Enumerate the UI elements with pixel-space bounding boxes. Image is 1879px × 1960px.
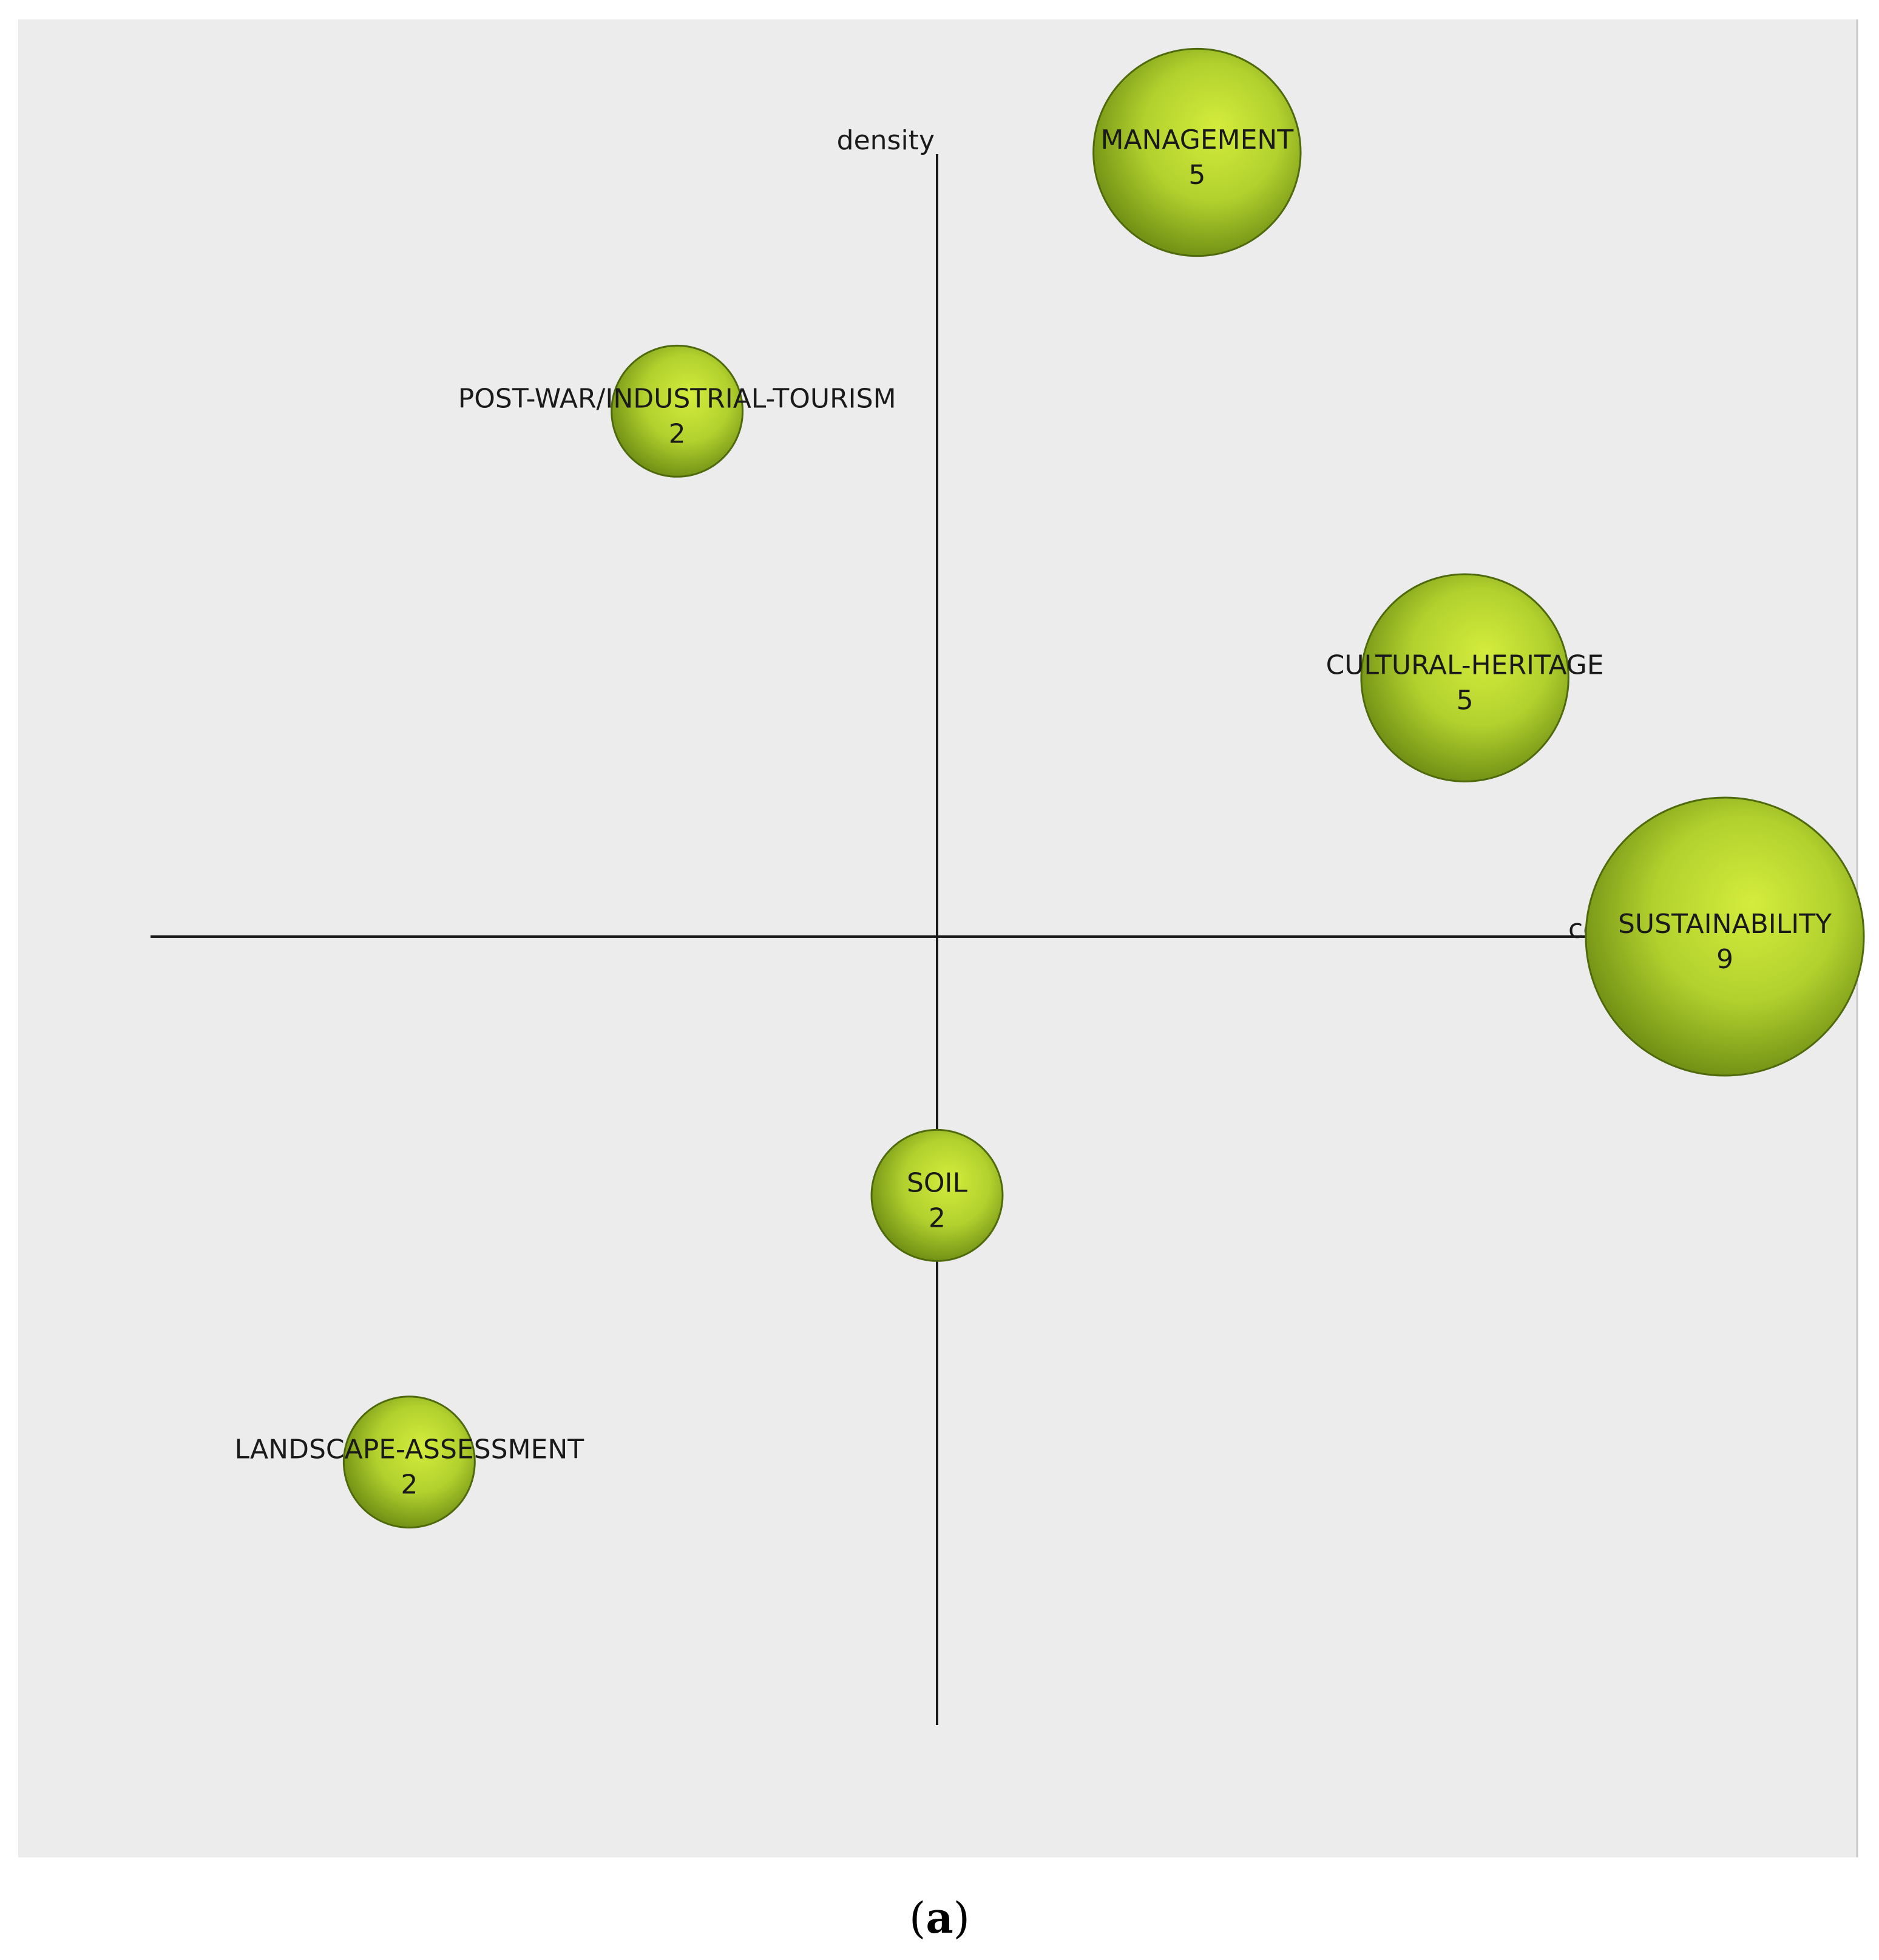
bubble-label: LANDSCAPE-ASSESSMENT <box>235 1434 584 1465</box>
bubble-cultural-heritage: CULTURAL-HERITAGE 5 <box>1326 573 1604 782</box>
bubble-circle <box>1092 47 1302 257</box>
bubble-count: 5 <box>1457 685 1474 716</box>
caption-letter: a <box>926 1893 953 1943</box>
bubble-soil: SOIL 2 <box>870 1128 1004 1262</box>
bubble-landscape-assessment: LANDSCAPE-ASSESSMENT 2 <box>235 1395 584 1529</box>
bubble-count: 2 <box>401 1470 418 1501</box>
caption-close-paren: ) <box>953 1893 970 1943</box>
y-axis-label: density <box>837 125 935 156</box>
caption-open-paren: ( <box>909 1893 926 1943</box>
bubble-count: 2 <box>929 1202 946 1233</box>
bubble-label: POST-WAR/INDUSTRIAL-TOURISM <box>458 383 896 414</box>
bubble-post-war-industrial-tourism: POST-WAR/INDUSTRIAL-TOURISM 2 <box>458 344 896 478</box>
bubble-circle <box>870 1128 1004 1262</box>
bubble-circle <box>611 344 744 478</box>
bubble-circle <box>1585 796 1865 1077</box>
bubble-circle <box>1360 573 1569 782</box>
bubble-layer: MANAGEMENT 5 POST-WAR/INDUSTRIAL-TOURISM 2 C… <box>235 47 1865 1529</box>
bubble-count: 9 <box>1716 944 1733 975</box>
bubble-management: MANAGEMENT 5 <box>1092 47 1302 257</box>
figure-caption: (a) <box>0 1893 1879 1943</box>
bubble-label: CULTURAL-HERITAGE <box>1326 650 1604 681</box>
bubble-label: SUSTAINABILITY <box>1618 909 1832 940</box>
bubble-count: 5 <box>1188 160 1205 191</box>
bubble-circle <box>342 1395 476 1529</box>
bubble-sustainability: SUSTAINABILITY 9 <box>1585 796 1865 1077</box>
bubble-label: SOIL <box>907 1167 968 1198</box>
bubble-count: 2 <box>669 418 686 449</box>
bubble-label: MANAGEMENT <box>1100 124 1293 155</box>
